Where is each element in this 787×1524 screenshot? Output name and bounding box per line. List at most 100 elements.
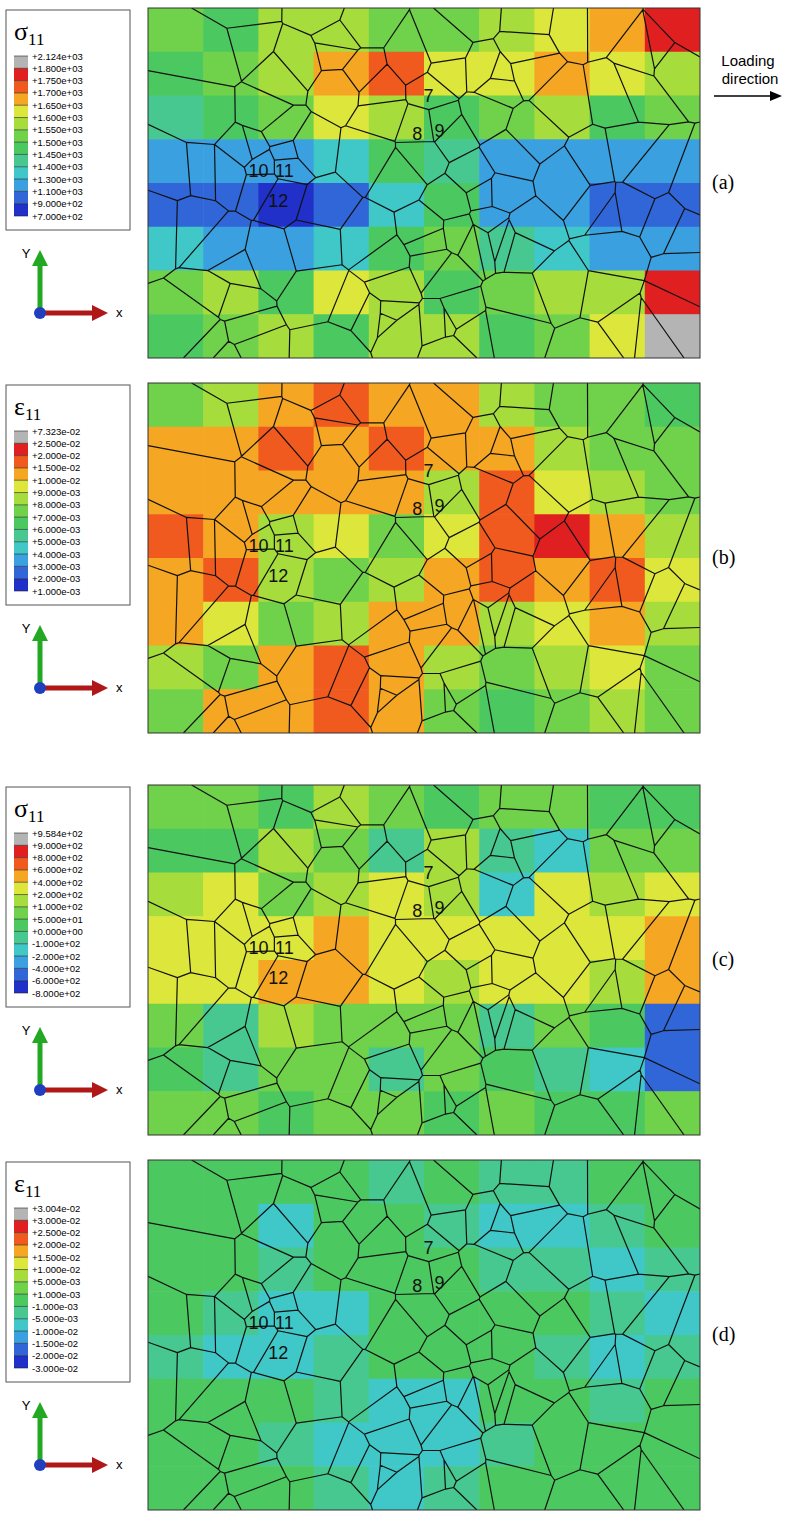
colorbar-tick [14,1232,28,1233]
legend: σ11+9.584e+02+9.000e+02+8.000e+02+6.000e… [6,787,130,1007]
legend: σ11+2.124e+03+1.800e+03+1.750e+03+1.700e… [6,10,130,230]
cell [203,1466,259,1510]
cell [479,1160,535,1204]
colorbar-label: +1.500e+03 [32,137,83,148]
colorbar-label: +9.000e+02 [32,198,83,209]
cell [314,514,370,558]
colorbar-label: +8.000e+02 [32,852,83,863]
grain-label: 12 [268,1343,288,1363]
colorbar-label: +5.000e+01 [32,914,83,925]
panel: 789101112σ11+9.584e+02+9.000e+02+8.000e+… [6,785,734,1136]
cell [645,139,700,183]
cell [534,785,590,829]
panel-label: (b) [712,546,735,569]
cell [203,96,259,140]
colorbar-tick [14,1368,28,1369]
grain-label: 8 [412,124,422,144]
colorbar-label: +1.650e+03 [32,100,83,111]
cell [148,646,204,690]
legend: ε11+7.323e-02+2.500e-02+2.000e-02+1.500e… [6,385,130,605]
cell [479,183,535,227]
colorbar-band [14,105,28,117]
grain-label: 12 [268,968,288,988]
cell [148,471,204,515]
colorbar-tick [14,578,28,579]
colorbar-tick [14,845,28,846]
legend-box [6,787,130,1007]
cell [645,829,700,873]
cell [148,1335,204,1379]
cell [645,183,700,227]
triad-origin [34,682,46,694]
cell [148,1204,204,1248]
cell [534,1335,590,1379]
colorbar-label: +7.323e-02 [32,426,80,437]
grain-label: 11 [275,1313,294,1333]
colorbar-tick [14,919,28,920]
colorbar-band [14,1319,28,1331]
colorbar-band [14,68,28,80]
colorbar-band [14,968,28,980]
colorbar-band [14,956,28,968]
triad-x-arrow [40,686,94,691]
cell [479,646,535,690]
triad-y-label: Y [22,1398,31,1413]
colorbar-band [14,1306,28,1318]
cell [203,1048,259,1092]
cell [534,1160,590,1204]
colorbar-tick [14,203,28,204]
triad-x-head [92,1082,108,1098]
triad-x-arrow [40,1463,94,1468]
colorbar-band [14,1220,28,1232]
colorbar-label: -2.000e+02 [32,951,80,962]
cell [203,1423,259,1467]
colorbar-label: +1.400e+03 [32,161,83,172]
legend-title: σ11 [14,17,44,49]
cell [645,1291,700,1335]
colorbar-band [14,1270,28,1282]
colorbar-label: +9.584e+02 [32,828,83,839]
cell [203,646,259,690]
cell [534,960,590,1004]
cell [369,383,425,427]
cell [534,602,590,646]
colorbar-tick [14,554,28,555]
cell [479,1423,535,1467]
grain-label: 10 [248,1313,268,1333]
triad-origin [34,307,46,319]
legend-title: σ11 [14,794,44,826]
colorbar-band [14,130,28,142]
cell [314,1048,370,1092]
triad-x-label: x [116,1082,123,1097]
field [148,8,700,358]
colorbar-tick [14,467,28,468]
cell [203,1248,259,1292]
cell [148,8,204,52]
colorbar-tick [14,1306,28,1307]
axis-triad: Yx [22,1023,123,1098]
cell [645,960,700,1004]
colorbar-label: +1.550e+03 [32,124,83,135]
colorbar-label: +1.000e-03 [32,1289,80,1300]
colorbar-tick [14,443,28,444]
colorbar-tick [14,833,28,834]
colorbar-band [14,1208,28,1220]
cell [148,427,204,471]
cell [590,139,646,183]
cell [479,785,535,829]
colorbar-tick [14,894,28,895]
colorbar-tick [14,857,28,858]
cell [479,1248,535,1292]
colorbar-label: +1.500e-02 [32,462,80,473]
cell [369,8,425,52]
colorbar-band [14,93,28,105]
colorbar-band [14,895,28,907]
colorbar-tick [14,1331,28,1332]
field [148,383,700,733]
colorbar-band [14,845,28,857]
colorbar-tick [14,129,28,130]
cell [314,1423,370,1467]
colorbar-tick [14,968,28,969]
colorbar-label: +8.000e-03 [32,499,80,510]
colorbar-tick [14,541,28,542]
